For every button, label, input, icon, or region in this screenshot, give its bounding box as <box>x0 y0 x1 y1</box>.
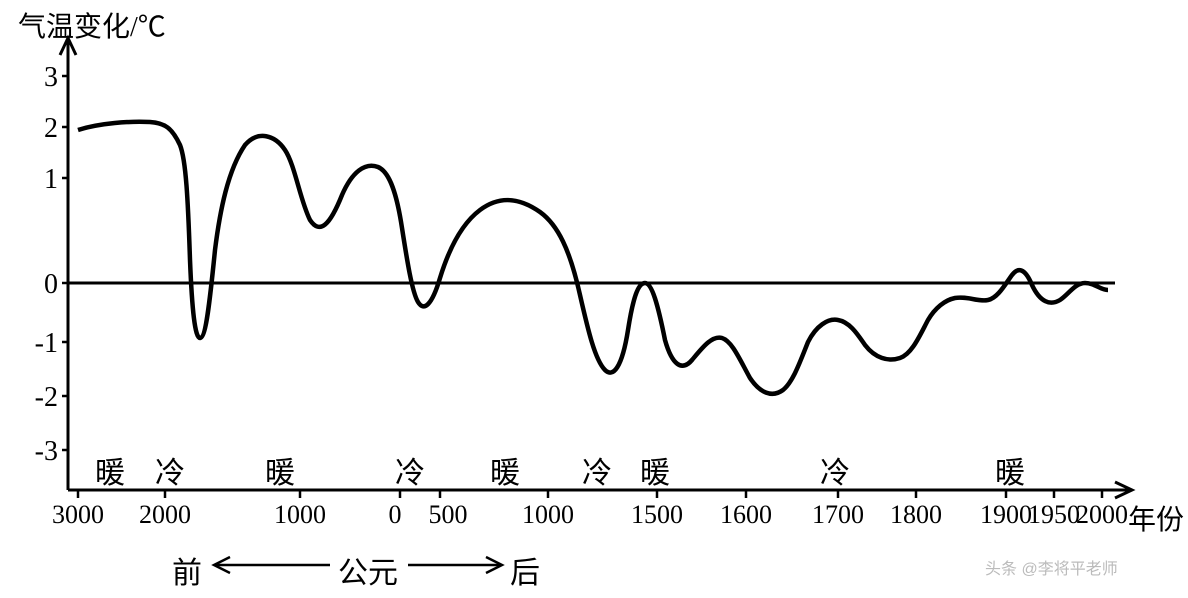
temperature-curve <box>78 122 1108 394</box>
period-1: 冷 <box>155 448 185 492</box>
x-tick-4: 500 <box>429 500 468 530</box>
x-tick-5: 1000 <box>522 500 574 530</box>
y-tick-6: -3 <box>18 436 58 468</box>
x-tick-2: 1000 <box>274 500 326 530</box>
period-6: 暖 <box>640 448 670 492</box>
x-tick-1: 2000 <box>139 500 191 530</box>
y-tick-2: 1 <box>18 164 58 196</box>
period-5: 冷 <box>582 448 612 492</box>
watermark: 头条 @李将平老师 <box>985 555 1118 579</box>
x-tick-10: 1900 <box>980 500 1032 530</box>
x-tick-11: 1950 <box>1028 500 1080 530</box>
x-axis-label: 年份 <box>1128 498 1184 538</box>
x-tick-12: 2000 <box>1076 500 1128 530</box>
y-tick-4: -1 <box>18 328 58 360</box>
period-3: 冷 <box>395 448 425 492</box>
x-tick-9: 1800 <box>890 500 942 530</box>
x-tick-0: 3000 <box>52 500 104 530</box>
period-8: 暖 <box>995 448 1025 492</box>
era-before: 前 <box>172 548 202 592</box>
temperature-chart: 气温变化/℃ 年份 3 2 1 0 -1 -2 -3 3000 2000 100… <box>0 0 1188 598</box>
y-axis-label: 气温变化/℃ <box>18 5 166 45</box>
x-tick-3: 0 <box>389 500 402 530</box>
x-tick-6: 1500 <box>631 500 683 530</box>
y-tick-1: 2 <box>18 113 58 145</box>
period-4: 暖 <box>490 448 520 492</box>
y-tick-0: 3 <box>18 62 58 94</box>
x-tick-7: 1600 <box>720 500 772 530</box>
x-tick-8: 1700 <box>812 500 864 530</box>
period-7: 冷 <box>820 448 850 492</box>
y-tick-3: 0 <box>18 269 58 301</box>
y-tick-5: -2 <box>18 382 58 414</box>
era-after: 后 <box>510 548 540 592</box>
period-2: 暖 <box>265 448 295 492</box>
period-0: 暖 <box>95 448 125 492</box>
era-center: 公元 <box>338 548 398 592</box>
